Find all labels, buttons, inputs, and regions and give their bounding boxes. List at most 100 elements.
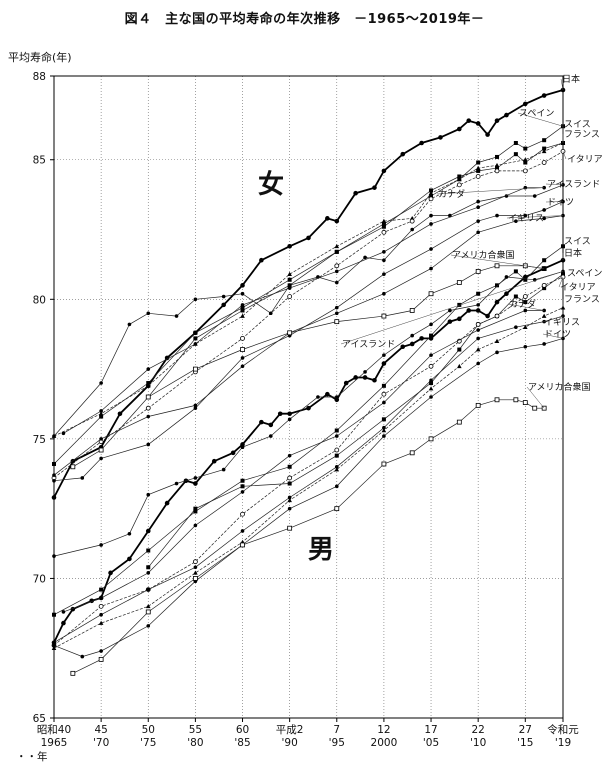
data-point <box>495 154 500 159</box>
x-tick-year: '10 <box>470 737 486 749</box>
data-point <box>240 308 245 313</box>
data-point <box>400 151 406 157</box>
data-point <box>381 168 387 174</box>
data-point <box>334 484 339 489</box>
series-label: アメリカ合衆国 <box>528 381 591 393</box>
data-point <box>240 542 245 548</box>
data-point <box>561 244 565 249</box>
data-point <box>457 176 462 182</box>
data-point <box>381 428 387 433</box>
label-leader <box>542 315 564 323</box>
data-point <box>334 506 340 512</box>
data-point <box>457 126 462 132</box>
data-point <box>146 367 151 371</box>
data-point <box>409 341 415 347</box>
data-point <box>457 174 462 179</box>
data-point <box>277 411 283 417</box>
data-point <box>193 565 198 570</box>
x-tick-label: 7 <box>333 724 340 736</box>
data-point <box>541 266 547 271</box>
data-point <box>542 208 546 212</box>
series-label: アイスランド <box>547 179 600 190</box>
data-point <box>287 497 292 503</box>
data-point <box>334 395 339 399</box>
x-tick-label: 22 <box>471 724 484 736</box>
data-point <box>523 160 528 165</box>
label-leader <box>450 254 545 269</box>
data-point <box>448 308 452 313</box>
data-point <box>240 283 245 288</box>
data-point <box>306 405 311 411</box>
data-point <box>334 311 339 316</box>
data-point <box>494 313 500 319</box>
data-point <box>542 138 547 143</box>
data-point <box>268 434 273 438</box>
data-point <box>457 302 462 307</box>
data-point <box>381 313 387 319</box>
data-point <box>363 370 367 374</box>
data-point <box>419 336 424 341</box>
data-point <box>429 395 433 399</box>
data-point <box>164 500 170 506</box>
data-point <box>145 394 151 400</box>
series-label: 日本 <box>562 73 580 85</box>
data-point <box>99 437 103 441</box>
data-point <box>476 160 481 165</box>
female-group-label: 女 <box>258 169 284 200</box>
series-line <box>53 338 564 657</box>
data-point <box>287 417 292 422</box>
data-point <box>448 213 452 218</box>
data-point <box>522 157 528 162</box>
data-point <box>429 213 433 218</box>
data-point <box>268 311 273 316</box>
series-label: カナダ <box>509 298 536 310</box>
data-point <box>429 353 433 357</box>
series-label: アメリカ合衆国 <box>452 249 515 261</box>
data-point <box>541 160 547 165</box>
data-point <box>381 461 387 467</box>
data-point <box>51 495 57 500</box>
data-point <box>268 422 274 428</box>
data-point <box>99 409 103 413</box>
x-tick-label: 27 <box>519 724 532 736</box>
data-point <box>542 258 547 263</box>
data-point <box>334 453 339 458</box>
data-point <box>429 194 434 199</box>
data-point <box>287 525 293 531</box>
data-point <box>456 182 462 188</box>
data-point <box>495 213 499 218</box>
data-point <box>382 425 386 430</box>
data-point <box>334 464 339 469</box>
data-point <box>240 484 245 489</box>
data-point <box>429 222 433 226</box>
data-point <box>476 328 480 332</box>
data-point <box>428 291 434 297</box>
data-point <box>287 243 292 249</box>
data-point <box>429 378 433 383</box>
data-point <box>174 481 179 486</box>
data-point <box>193 523 198 528</box>
series-female-5 <box>52 183 565 438</box>
data-point <box>410 227 414 232</box>
data-point <box>362 375 368 380</box>
data-point <box>146 442 151 447</box>
data-point <box>532 405 538 411</box>
data-point <box>495 283 500 288</box>
data-point <box>145 603 151 609</box>
data-point <box>382 434 386 438</box>
data-point <box>429 381 434 386</box>
data-point <box>99 414 104 419</box>
data-point <box>51 645 57 651</box>
series-female-8 <box>52 213 565 477</box>
data-point <box>334 305 339 310</box>
data-point <box>457 363 462 369</box>
data-point <box>52 640 56 645</box>
series-female-0 <box>51 87 566 500</box>
data-point <box>99 456 103 461</box>
data-point <box>193 336 198 341</box>
data-point <box>466 308 472 313</box>
data-point <box>127 556 132 562</box>
series-male-18 <box>52 336 565 659</box>
data-point <box>334 218 340 224</box>
